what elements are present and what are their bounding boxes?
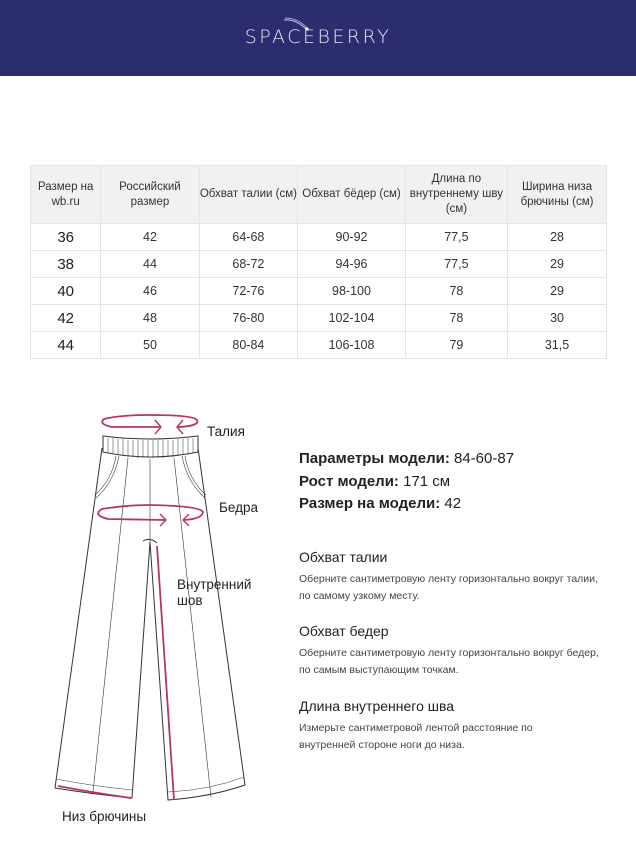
table-cell: 90-92 — [297, 223, 406, 251]
inseam-arrow — [156, 545, 175, 801]
table-cell: 79 — [404, 331, 509, 359]
table-cell: 80-84 — [198, 331, 299, 359]
hem-label: Низ брючины — [62, 809, 147, 824]
table-cell: 42 — [100, 223, 200, 251]
hem-arrow — [57, 785, 132, 799]
instruction-waist: Обхват талии Оберните сантиметровую лент… — [299, 549, 598, 602]
brand-logo: SPACEBERRY — [244, 26, 392, 48]
measurement-arrows — [57, 414, 204, 801]
table-row: 44 50 80-84 106-108 79 31,5 — [29, 331, 607, 359]
table-cell: 44 — [29, 331, 102, 359]
column-header: Обхват талии (см) — [198, 165, 299, 224]
column-header: Обхват бёдер (см) — [297, 165, 406, 224]
table-cell: 31,5 — [507, 331, 607, 359]
brand-header: SPACEBERRY — [0, 0, 636, 76]
table-cell: 94-96 — [297, 250, 406, 278]
size-table: Размер на wb.ru Российский размер Обхват т… — [29, 165, 607, 359]
instruction-hips: Обхват бедер Оберните сантиметровую лент… — [299, 623, 599, 676]
column-header: Длина по внутреннему шву (см) — [404, 165, 509, 224]
shooting-star-icon — [283, 17, 309, 31]
instruction-inseam: Длина внутреннего шва Измерьте сантиметр… — [299, 698, 533, 751]
hips-label: Бедра — [219, 500, 258, 515]
table-cell: 50 — [100, 331, 200, 359]
table-cell: 28 — [507, 223, 607, 251]
model-params: Параметры модели: 84-60-87 Рост модели: … — [299, 448, 514, 516]
table-cell: 36 — [29, 223, 102, 251]
inseam-label: Внутренний шов — [177, 577, 252, 608]
model-param-row: Параметры модели: 84-60-87 — [299, 450, 515, 467]
column-header: Ширина низа брючины (см) — [507, 165, 607, 224]
waist-label: Талия — [207, 424, 245, 439]
model-param-row: Размер на модели: 42 — [299, 495, 462, 512]
table-cell: 42 — [29, 304, 102, 332]
table-cell: 78 — [404, 304, 509, 332]
table-cell: 30 — [507, 304, 607, 332]
table-cell: 38 — [29, 250, 102, 278]
table-cell: 72-76 — [198, 277, 299, 305]
table-cell: 29 — [507, 277, 607, 305]
table-cell: 106-108 — [297, 331, 406, 359]
hips-arrow — [97, 504, 204, 521]
column-header: Размер на wb.ru — [29, 165, 102, 224]
model-param-row: Рост модели: 171 см — [299, 472, 451, 490]
pants-outline — [54, 435, 246, 801]
table-cell: 78 — [404, 277, 509, 305]
waist-arrow — [101, 414, 199, 428]
